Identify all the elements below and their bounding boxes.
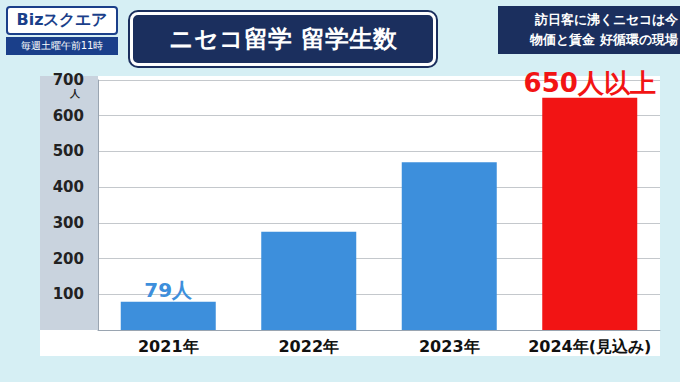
svg-text:600: 600 [53, 107, 84, 125]
svg-text:79人: 79人 [144, 278, 193, 302]
svg-text:300: 300 [53, 214, 84, 232]
svg-text:200: 200 [53, 250, 84, 268]
svg-text:700: 700 [53, 71, 84, 89]
svg-text:100: 100 [53, 285, 84, 303]
html-text:物価と賃金 好循環の現場: 物価と賃金 好循環の現場 [530, 32, 678, 47]
svg-text:650人以上: 650人以上 [524, 68, 656, 98]
html-text:ニセコ留学 留学生数: ニセコ留学 留学生数 [169, 25, 397, 53]
html-text:Bizスクエア: Bizスクエア [16, 10, 108, 29]
html-text:訪日客に沸くニセコは今: 訪日客に沸くニセコは今 [535, 12, 678, 27]
svg-text:2023年: 2023年 [419, 337, 480, 356]
svg-text:500: 500 [53, 142, 84, 160]
svg-text:2021年: 2021年 [138, 337, 199, 356]
svg-text:2024年(見込み): 2024年(見込み) [528, 337, 651, 356]
html-text:毎週土曜午前11時: 毎週土曜午前11時 [20, 40, 104, 51]
svg-text:400: 400 [53, 178, 84, 196]
svg-text:人: 人 [69, 88, 81, 99]
svg-text:2022年: 2022年 [278, 337, 339, 356]
